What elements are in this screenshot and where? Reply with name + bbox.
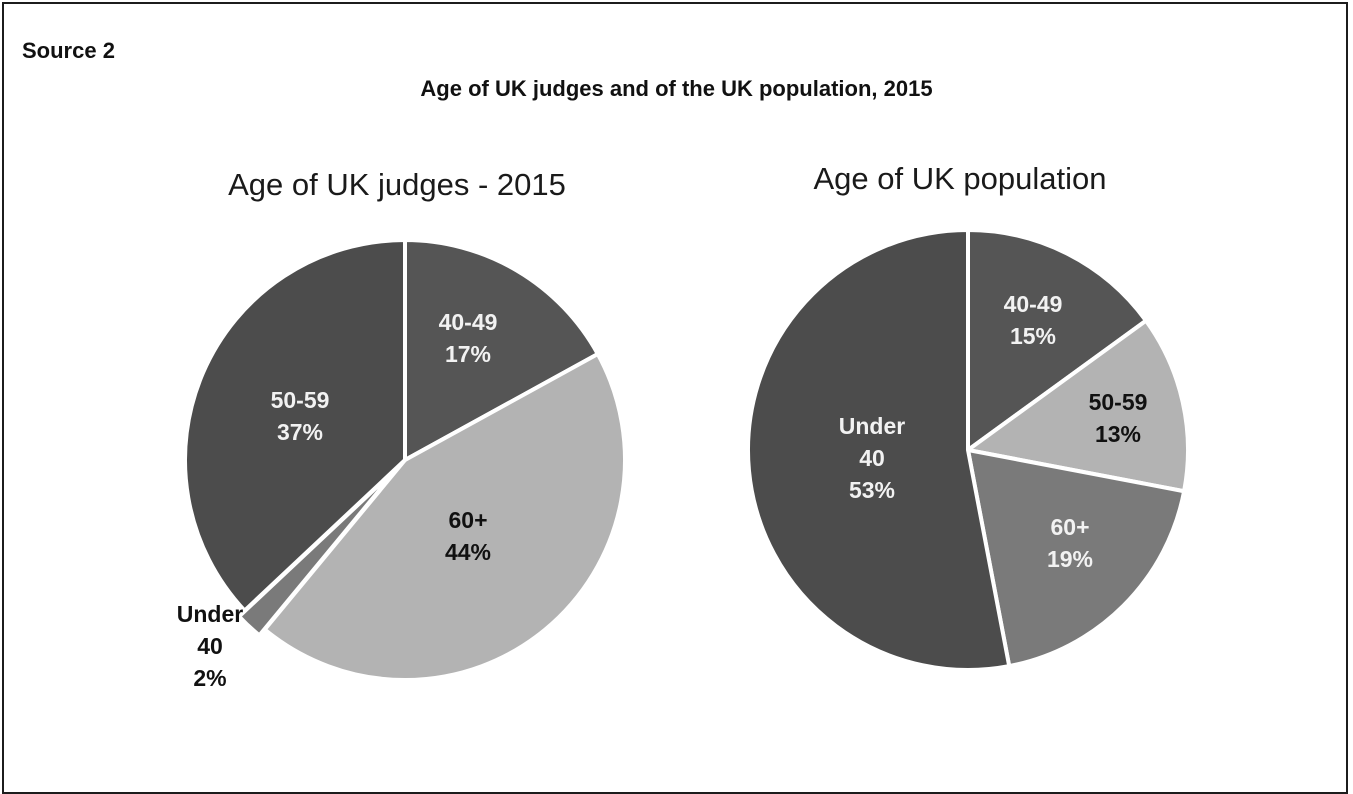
judges-slice-under-40 <box>237 463 402 638</box>
population-slice-under-40 <box>746 228 1012 672</box>
population-label-60-0: 60+ <box>1050 514 1089 540</box>
population-label-40-49-1: 15% <box>1010 323 1056 349</box>
judges-slice-50-59 <box>183 238 407 613</box>
judges-pie-chart: Age of UK judges - 2015 40-49 17% 60+ 44% Un… <box>177 167 627 691</box>
population-pie-chart: Age of UK population 40-49 15% 50-59 13% 60+… <box>746 161 1190 672</box>
population-label-60-1: 19% <box>1047 546 1093 572</box>
judges-label-40-49-0: 40-49 <box>439 309 498 335</box>
population-slice-40-49 <box>966 228 1148 452</box>
population-pie-labels: 40-49 15% 50-59 13% 60+ 19% Under 40 53% <box>839 291 1148 572</box>
population-pie-slices <box>746 228 1190 672</box>
population-label-50-59-1: 13% <box>1095 421 1141 447</box>
population-label-40-49-0: 40-49 <box>1004 291 1063 317</box>
judges-label-60-0: 60+ <box>448 507 487 533</box>
judges-label-under-40-1: 40 <box>197 633 223 659</box>
judges-label-50-59-1: 37% <box>277 419 323 445</box>
figure-title: Age of UK judges and of the UK populatio… <box>420 76 933 101</box>
population-label-under-40-2: 53% <box>849 477 895 503</box>
population-label-50-59-0: 50-59 <box>1089 389 1148 415</box>
population-slice-50-59 <box>966 318 1190 494</box>
population-label-under-40-1: 40 <box>859 445 885 471</box>
population-label-under-40-0: Under <box>839 413 906 439</box>
source-label: Source 2 <box>22 38 115 63</box>
population-slice-60 <box>966 448 1187 669</box>
judges-label-60-1: 44% <box>445 539 491 565</box>
judges-label-under-40-0: Under <box>177 601 244 627</box>
judges-slice-40-49 <box>403 238 600 462</box>
judges-label-40-49-1: 17% <box>445 341 491 367</box>
population-chart-title: Age of UK population <box>814 161 1107 196</box>
judges-slice-60 <box>262 352 627 682</box>
judges-pie-slices <box>183 238 627 682</box>
judges-label-50-59-0: 50-59 <box>271 387 330 413</box>
judges-chart-title: Age of UK judges - 2015 <box>228 167 566 202</box>
judges-pie-labels: 40-49 17% 60+ 44% Under 40 2% 50-59 37% <box>177 309 498 691</box>
judges-label-under-40-2: 2% <box>193 665 226 691</box>
